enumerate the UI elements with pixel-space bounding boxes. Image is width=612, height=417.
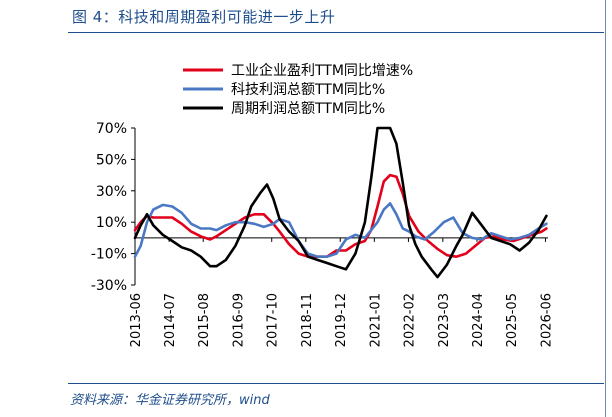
legend-label-2: 科技利润总额TTM同比% [231, 82, 385, 98]
series-line-2 [133, 202, 548, 259]
legend-label-3: 周期利润总额TTM同比% [231, 101, 385, 117]
series-layer [133, 126, 548, 279]
x-tick-label: 2014-07 [163, 293, 178, 347]
x-tick-label: 2017-10 [266, 293, 281, 347]
x-tick-label: 2018-11 [300, 293, 315, 347]
chart-title: 图 4：科技和周期盈利可能进一步上升 [72, 8, 336, 26]
y-tick-label: 50% [96, 152, 127, 168]
x-tick-label: 2016-09 [232, 293, 247, 347]
x-tick-label: 2021-01 [368, 293, 383, 347]
x-tick-label: 2025-05 [505, 293, 520, 347]
legend-label-1: 工业企业盈利TTM同比增速% [231, 62, 413, 79]
x-tick-label: 2015-08 [197, 293, 212, 347]
source-note: 资料来源：华金证券研究所，wind [70, 393, 270, 408]
y-tick-label: 70% [96, 121, 127, 137]
y-axis: -30% -10% 10% 30% 50% 70% [91, 121, 136, 294]
x-tick-label: 2024-04 [471, 293, 486, 347]
x-tick-label: 2019-12 [334, 293, 349, 347]
y-tick-label: -10% [91, 247, 127, 263]
chart-legend: 工业企业盈利TTM同比增速% 科技利润总额TTM同比% 周期利润总额TTM同比% [183, 62, 413, 117]
series-line-3 [133, 126, 548, 279]
x-tick-label: 2023-03 [437, 293, 452, 347]
y-tick-label: 10% [96, 215, 127, 231]
page-edge [605, 0, 612, 417]
series-line-1 [133, 173, 548, 259]
x-axis: 2013-06 2014-07 2015-08 2016-09 2017-10 2018-… [129, 237, 554, 347]
y-tick-label: -30% [91, 278, 127, 294]
x-tick-label: 2013-06 [129, 293, 144, 347]
x-tick-label: 2022-02 [402, 293, 417, 347]
title-divider [68, 32, 604, 33]
y-tick-label: 30% [96, 184, 127, 200]
x-tick-label: 2026-06 [539, 293, 554, 347]
source-divider [68, 383, 604, 384]
line-chart: 工业企业盈利TTM同比增速% 科技利润总额TTM同比% 周期利润总额TTM同比% -… [91, 62, 555, 347]
